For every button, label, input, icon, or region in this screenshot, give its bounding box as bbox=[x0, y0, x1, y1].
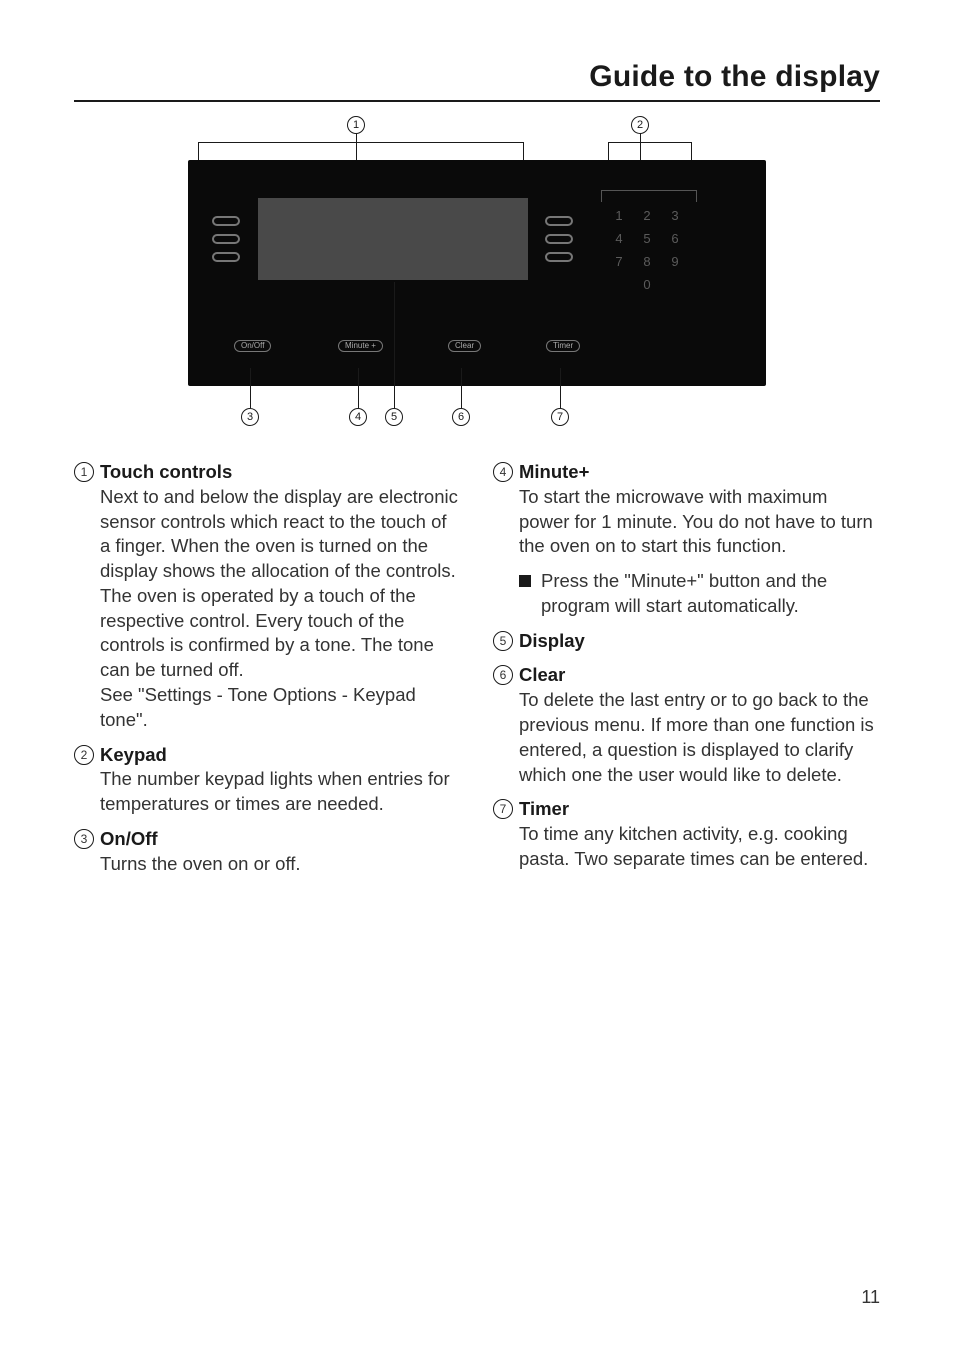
minuteplus-button-label: Minute + bbox=[338, 340, 383, 352]
leader-line bbox=[640, 133, 641, 160]
list-item: 6 Clear To delete the last entry or to g… bbox=[493, 663, 880, 787]
item-desc: The number keypad lights when entries fo… bbox=[100, 768, 450, 814]
page-title: Guide to the display bbox=[74, 60, 880, 94]
timer-button-label: Timer bbox=[546, 340, 580, 352]
bullet-item: Press the "Minute+" button and the progr… bbox=[519, 569, 880, 619]
display-diagram: 1 2 bbox=[188, 124, 766, 434]
leader-line bbox=[608, 142, 609, 160]
leader-line bbox=[394, 282, 395, 408]
item-desc: To time any kitchen activity, e.g. cooki… bbox=[519, 823, 868, 869]
item-title: Keypad bbox=[100, 744, 167, 765]
list-item: 5 Display bbox=[493, 629, 880, 654]
keypad-bracket bbox=[601, 190, 697, 202]
item-desc: To delete the last entry or to go back t… bbox=[519, 689, 874, 784]
item-body: Keypad The number keypad lights when ent… bbox=[100, 743, 461, 817]
leader-line bbox=[523, 142, 524, 160]
item-body: Clear To delete the last entry or to go … bbox=[519, 663, 880, 787]
item-title: Display bbox=[519, 630, 585, 651]
item-title: Minute+ bbox=[519, 461, 589, 482]
item-number-icon: 3 bbox=[74, 829, 94, 849]
leader-line bbox=[198, 142, 199, 160]
item-title: Clear bbox=[519, 664, 565, 685]
item-number-icon: 1 bbox=[74, 462, 94, 482]
keypad-key: 6 bbox=[668, 231, 682, 246]
item-body: Minute+ To start the microwave with maxi… bbox=[519, 460, 880, 619]
softkey-icon bbox=[545, 216, 573, 226]
keypad-key: 1 bbox=[612, 208, 626, 223]
item-desc: Next to and below the display are electr… bbox=[100, 486, 458, 730]
item-body: Timer To time any kitchen activity, e.g.… bbox=[519, 797, 880, 871]
softkey-icon bbox=[545, 234, 573, 244]
leader-line bbox=[356, 133, 357, 160]
softkey-icon bbox=[212, 234, 240, 244]
keypad-key: 4 bbox=[612, 231, 626, 246]
item-number-icon: 6 bbox=[493, 665, 513, 685]
callout-2: 2 bbox=[631, 116, 649, 134]
leader-line bbox=[608, 142, 692, 143]
leader-line bbox=[358, 368, 359, 408]
list-item: 1 Touch controls Next to and below the d… bbox=[74, 460, 461, 733]
right-softkeys bbox=[545, 216, 573, 262]
title-rule: Guide to the display bbox=[74, 60, 880, 102]
page: Guide to the display 1 2 bbox=[0, 0, 954, 1352]
item-desc: To start the microwave with maximum powe… bbox=[519, 486, 873, 557]
item-title: On/Off bbox=[100, 828, 158, 849]
callout-7: 7 bbox=[551, 408, 569, 426]
item-title: Touch controls bbox=[100, 461, 232, 482]
keypad-key: 9 bbox=[668, 254, 682, 269]
page-number: 11 bbox=[861, 1287, 880, 1308]
text-columns: 1 Touch controls Next to and below the d… bbox=[74, 460, 880, 887]
item-body: Touch controls Next to and below the dis… bbox=[100, 460, 461, 733]
clear-button-label: Clear bbox=[448, 340, 481, 352]
item-desc: Turns the oven on or off. bbox=[100, 853, 301, 874]
callout-3: 3 bbox=[241, 408, 259, 426]
square-bullet-icon bbox=[519, 575, 531, 587]
callout-1: 1 bbox=[347, 116, 365, 134]
callout-6: 6 bbox=[452, 408, 470, 426]
callout-5: 5 bbox=[385, 408, 403, 426]
left-softkeys bbox=[212, 216, 240, 262]
list-item: 2 Keypad The number keypad lights when e… bbox=[74, 743, 461, 817]
keypad-key: 7 bbox=[612, 254, 626, 269]
bullet-text: Press the "Minute+" button and the progr… bbox=[541, 569, 880, 619]
main-display-screen bbox=[258, 198, 528, 280]
leader-line bbox=[250, 368, 251, 408]
item-number-icon: 4 bbox=[493, 462, 513, 482]
list-item: 7 Timer To time any kitchen activity, e.… bbox=[493, 797, 880, 871]
keypad-key: 0 bbox=[640, 277, 654, 292]
item-title: Timer bbox=[519, 798, 569, 819]
leader-line bbox=[198, 142, 524, 143]
item-number-icon: 2 bbox=[74, 745, 94, 765]
softkey-icon bbox=[545, 252, 573, 262]
item-body: Display bbox=[519, 629, 880, 654]
softkey-icon bbox=[212, 216, 240, 226]
leader-line bbox=[691, 142, 692, 160]
item-number-icon: 7 bbox=[493, 799, 513, 819]
callout-4: 4 bbox=[349, 408, 367, 426]
leader-line bbox=[560, 368, 561, 408]
leader-line bbox=[461, 368, 462, 408]
softkey-icon bbox=[212, 252, 240, 262]
diagram-container: 1 2 bbox=[74, 124, 880, 434]
numeric-keypad: 1 2 3 4 5 6 7 8 9 0 bbox=[612, 208, 682, 292]
left-column: 1 Touch controls Next to and below the d… bbox=[74, 460, 461, 887]
onoff-button-label: On/Off bbox=[234, 340, 271, 352]
keypad-key: 5 bbox=[640, 231, 654, 246]
keypad-key: 2 bbox=[640, 208, 654, 223]
control-panel: 1 2 3 4 5 6 7 8 9 0 On/Off Minute + Clea… bbox=[188, 160, 766, 386]
keypad-key: 3 bbox=[668, 208, 682, 223]
right-column: 4 Minute+ To start the microwave with ma… bbox=[493, 460, 880, 887]
list-item: 3 On/Off Turns the oven on or off. bbox=[74, 827, 461, 877]
item-number-icon: 5 bbox=[493, 631, 513, 651]
list-item: 4 Minute+ To start the microwave with ma… bbox=[493, 460, 880, 619]
item-body: On/Off Turns the oven on or off. bbox=[100, 827, 461, 877]
keypad-key: 8 bbox=[640, 254, 654, 269]
